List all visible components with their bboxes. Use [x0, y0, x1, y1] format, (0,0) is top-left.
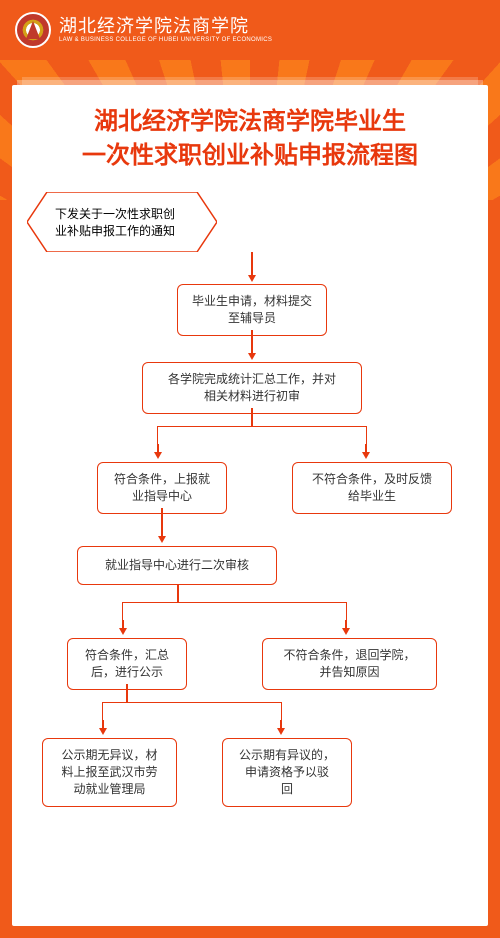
node-second-review: 就业指导中心进行二次审核 — [77, 546, 277, 585]
school-name: 湖北经济学院法商学院 LAW & BUSINESS COLLEGE OF HUB… — [59, 17, 272, 43]
school-logo-icon — [15, 12, 51, 48]
branch-line — [102, 702, 282, 720]
page-title: 湖北经济学院法商学院毕业生 一次性求职创业补贴申报流程图 — [27, 105, 473, 172]
branch-line — [157, 426, 367, 444]
arrow-head-icon — [154, 452, 162, 459]
arrow — [251, 252, 253, 277]
node-apply: 毕业生申请，材料提交 至辅导员 — [177, 284, 327, 336]
arrow-head-icon — [119, 628, 127, 635]
arrow — [126, 684, 128, 702]
node-qualified-2: 符合条件，汇总 后，进行公示 — [67, 638, 187, 690]
flowchart: 下发关于一次性求职创 业补贴申报工作的通知 毕业生申请，材料提交 至辅导员 各学… — [27, 192, 473, 892]
school-name-en: LAW & BUSINESS COLLEGE OF HUBEI UNIVERSI… — [59, 37, 272, 44]
arrow — [177, 584, 179, 602]
node-unqualified-1: 不符合条件，及时反馈 给毕业生 — [292, 462, 452, 514]
arrow — [161, 508, 163, 538]
title-line1: 湖北经济学院法商学院毕业生 — [27, 105, 473, 139]
arrow-head-icon — [99, 728, 107, 735]
arrow-head-icon — [342, 628, 350, 635]
content-panel: 湖北经济学院法商学院毕业生 一次性求职创业补贴申报流程图 下发关于一次性求职创 … — [12, 85, 488, 926]
header: 湖北经济学院法商学院 LAW & BUSINESS COLLEGE OF HUB… — [0, 0, 500, 60]
node-review: 各学院完成统计汇总工作，并对 相关材料进行初审 — [142, 362, 362, 414]
node-notice: 下发关于一次性求职创 业补贴申报工作的通知 — [27, 192, 217, 252]
node-notice-text: 下发关于一次性求职创 业补贴申报工作的通知 — [27, 192, 217, 254]
arrow — [251, 408, 253, 426]
arrow-head-icon — [248, 275, 256, 282]
arrow-head-icon — [362, 452, 370, 459]
school-name-cn: 湖北经济学院法商学院 — [59, 17, 272, 37]
arrow — [251, 330, 253, 355]
arrow-head-icon — [158, 536, 166, 543]
node-unqualified-2: 不符合条件，退回学院， 并告知原因 — [262, 638, 437, 690]
branch-line — [122, 602, 347, 620]
arrow-head-icon — [248, 353, 256, 360]
node-qualified-1: 符合条件，上报就 业指导中心 — [97, 462, 227, 514]
arrow-head-icon — [277, 728, 285, 735]
title-line2: 一次性求职创业补贴申报流程图 — [27, 139, 473, 173]
node-no-objection: 公示期无异议，材 料上报至武汉市劳 动就业管理局 — [42, 738, 177, 806]
node-has-objection: 公示期有异议的， 申请资格予以驳 回 — [222, 738, 352, 806]
